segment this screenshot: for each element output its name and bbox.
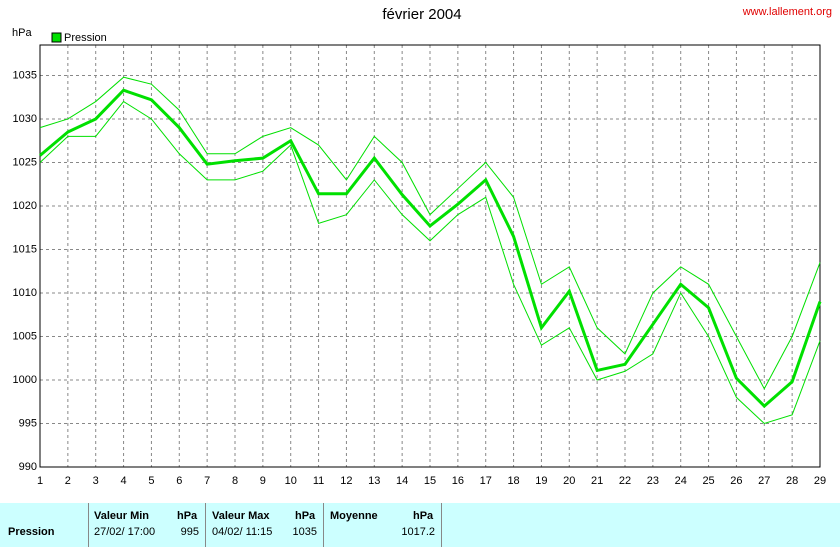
legend-label: Pression [64,32,107,44]
x-tick-label: 12 [340,475,352,487]
y-axis-label: hPa [12,27,32,39]
x-tick-label: 16 [452,475,464,487]
header: Moyenne [330,510,378,522]
x-tick-label: 6 [176,475,182,487]
header: hPa [177,510,198,522]
cell: 1017.2 [401,526,435,538]
y-tick-label: 1000 [13,374,37,386]
x-tick-label: 7 [204,475,210,487]
row-label: Pression [8,526,55,538]
x-tick-label: 18 [507,475,519,487]
x-tick-label: 8 [232,475,238,487]
x-tick-label: 1 [37,475,43,487]
x-tick-label: 3 [93,475,99,487]
series-line [39,88,822,409]
y-tick-label: 1005 [13,330,37,342]
x-tick-label: 28 [786,475,798,487]
x-tick-label: 2 [65,475,71,487]
x-tick-label: 25 [702,475,714,487]
stats-table: Valeur Min hPa Valeur Max hPa Moyenne hP… [0,503,840,547]
header: Valeur Min [94,510,150,522]
cell: 27/02/ 17:00 [94,526,156,538]
plot-border [39,44,821,468]
x-tick-label: 27 [758,475,770,487]
separator [88,503,89,547]
y-tick-label: 1035 [13,69,37,81]
chart-title: février 2004 [382,6,461,23]
separator [205,503,206,547]
y-tick-label: 995 [19,417,37,429]
x-tick-label: 29 [814,475,826,487]
x-tick-label: 5 [148,475,154,487]
x-tick-label: 10 [285,475,297,487]
cell: 04/02/ 11:15 [212,526,273,538]
y-tick-label: 1025 [13,156,37,168]
y-tick-label: 990 [19,461,37,473]
x-tick-label: 21 [591,475,603,487]
x-tick-label: 9 [260,475,266,487]
x-tick-label: 23 [647,475,659,487]
separator [323,503,324,547]
header: Valeur Max [212,510,270,522]
cell: 995 [180,526,199,538]
separator [441,503,442,547]
chart: février 2004 www.lallement.org hPa 99099… [12,6,832,487]
legend-swatch [51,32,62,43]
x-tick-label: 17 [480,475,492,487]
y-tick-label: 1030 [13,113,37,125]
series-line [39,100,821,425]
x-tick-label: 19 [535,475,547,487]
x-tick-label: 14 [396,475,408,487]
x-tick-label: 4 [121,475,127,487]
x-tick-label: 22 [619,475,631,487]
cell: 1035 [292,526,317,538]
x-tick-label: 20 [563,475,575,487]
series-line [39,76,821,390]
y-tick-label: 1020 [13,200,37,212]
x-tick-label: 24 [675,475,687,487]
y-tick-label: 1015 [13,243,37,255]
y-tick-label: 1010 [13,287,37,299]
header: hPa [413,510,434,522]
x-tick-label: 11 [313,475,324,487]
header: hPa [295,510,316,522]
x-tick-label: 15 [424,475,436,487]
x-tick-label: 26 [730,475,742,487]
source: www.lallement.org [742,6,832,18]
x-tick-label: 13 [368,475,380,487]
